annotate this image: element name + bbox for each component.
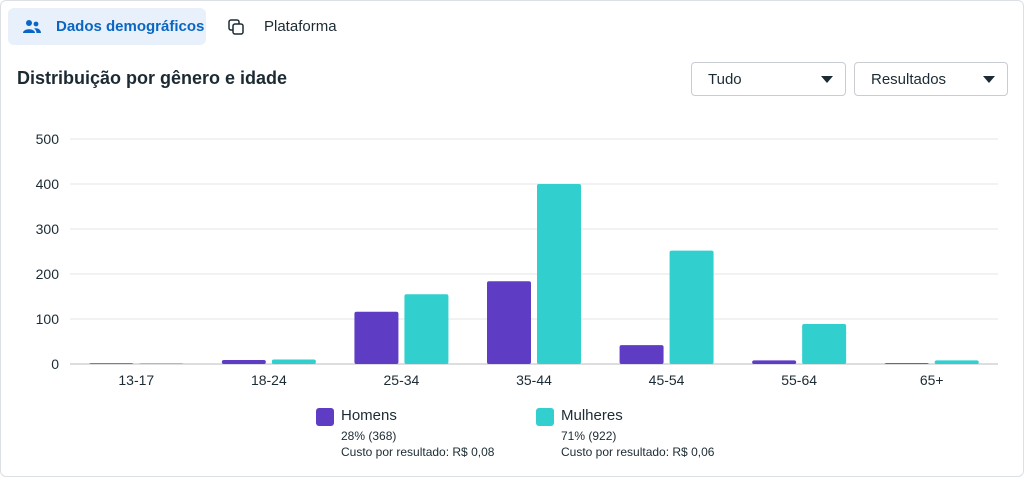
y-tick-label: 0 (51, 356, 59, 372)
legend-cost: Custo por resultado: R$ 0,08 (341, 445, 495, 459)
copy-icon (226, 17, 246, 37)
legend-share: 71% (922) (561, 429, 617, 443)
bar-men (221, 359, 266, 364)
metric-dropdown[interactable]: Resultados (854, 62, 1008, 96)
x-tick-label: 65+ (920, 372, 944, 388)
x-tick-label: 45-54 (649, 372, 685, 388)
y-tick-label: 300 (36, 221, 60, 237)
legend-cost: Custo por resultado: R$ 0,06 (561, 445, 715, 459)
metric-dropdown-value: Resultados (871, 70, 947, 88)
bar-men (354, 311, 399, 364)
filter-dropdown-value: Tudo (708, 70, 742, 88)
y-tick-label: 500 (36, 131, 60, 147)
filter-dropdown[interactable]: Tudo (691, 62, 846, 96)
legend-name: Homens (341, 407, 397, 424)
bar-women (404, 294, 449, 364)
people-icon (22, 17, 42, 37)
bar-women (271, 359, 316, 364)
bar-men (884, 363, 929, 364)
x-tick-label: 35-44 (516, 372, 552, 388)
chart-title: Distribuição por gênero e idade (17, 68, 288, 88)
legend-swatch-women (536, 408, 554, 426)
legend-share: 28% (368) (341, 429, 397, 443)
bar-women (537, 184, 581, 364)
tab-demographics-label: Dados demográficos (56, 18, 205, 35)
x-tick-label: 25-34 (384, 372, 420, 388)
bar-men (619, 345, 664, 364)
y-tick-label: 400 (36, 176, 60, 192)
tab-demographics[interactable]: Dados demográficos (8, 8, 206, 45)
bar-women (669, 250, 714, 364)
bar-men (752, 360, 797, 364)
bar-women (139, 363, 184, 364)
x-tick-label: 13-17 (118, 372, 154, 388)
y-tick-label: 100 (36, 311, 60, 327)
tab-platform-label: Plataforma (264, 18, 337, 35)
bar-women (802, 323, 847, 364)
caret-down-icon (821, 75, 833, 83)
x-tick-label: 18-24 (251, 372, 287, 388)
legend-swatch-men (316, 408, 334, 426)
x-tick-label: 55-64 (781, 372, 817, 388)
caret-down-icon (983, 75, 995, 83)
y-tick-label: 200 (36, 266, 60, 282)
bar-men (487, 281, 531, 364)
bar-women (934, 360, 979, 364)
legend-name: Mulheres (561, 407, 623, 424)
bar-men (89, 363, 134, 364)
tab-platform[interactable]: Plataforma (222, 8, 352, 45)
